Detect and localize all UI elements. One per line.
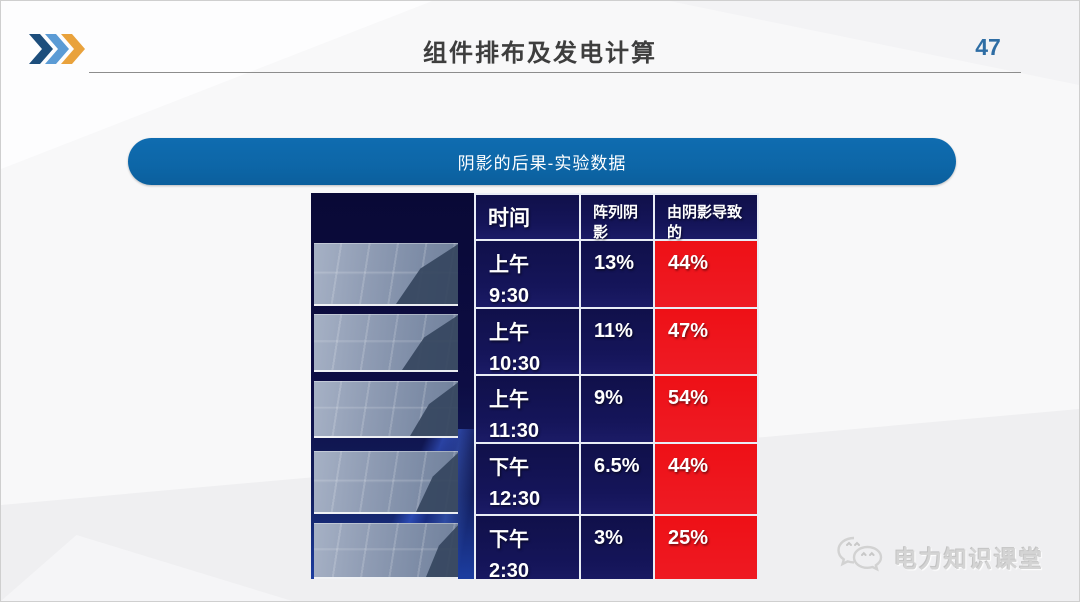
table-cell-time: 上午 10:30 [476, 309, 579, 375]
header-divider [89, 72, 1021, 73]
shading-data-table: 时间 阵列阴影 遮蔽 % 由阴影导致的 功率损失 上午 9:30 13% 44%… [474, 193, 759, 579]
table-cell-time: 下午 2:30 [476, 516, 579, 579]
column-header: 时间 [476, 195, 579, 239]
triple-chevron-icon [29, 34, 95, 69]
wechat-icon [835, 534, 887, 579]
experiment-media-frame: 时间 阵列阴影 遮蔽 % 由阴影导致的 功率损失 上午 9:30 13% 44%… [311, 193, 759, 579]
table-cell-shading: 13% [581, 241, 653, 307]
section-banner: 阴影的后果-实验数据 [128, 138, 956, 185]
table-cell-loss: 47% [655, 309, 757, 374]
page-title: 组件排布及发电计算 [423, 40, 657, 67]
table-cell-loss: 25% [655, 516, 757, 579]
table-cell-time: 上午 11:30 [476, 376, 579, 442]
solar-panel-photo [314, 243, 458, 306]
table-cell-shading: 6.5% [581, 444, 653, 514]
watermark-label: 电力知识课堂 [894, 545, 1044, 572]
solar-panel-photo [314, 451, 458, 514]
watermark: 电力知识课堂 [835, 534, 1044, 579]
table-cell-loss: 54% [655, 376, 757, 442]
solar-panel-photo [314, 523, 458, 579]
table-cell-loss: 44% [655, 444, 757, 514]
table-cell-shading: 11% [581, 309, 653, 374]
table-cell-shading: 9% [581, 376, 653, 442]
table-cell-time: 下午 12:30 [476, 444, 579, 514]
page-number: 47 [975, 34, 1001, 60]
section-banner-label: 阴影的后果-实验数据 [457, 154, 627, 173]
column-header-label: 阵列阴影 [593, 204, 639, 241]
column-header-label: 时间 [488, 207, 530, 230]
column-header: 阵列阴影 遮蔽 % [581, 195, 653, 260]
column-header-label: 由阴影导致的 [667, 204, 743, 241]
solar-panel-photo [314, 381, 458, 438]
table-cell-loss: 44% [655, 241, 757, 307]
column-header: 由阴影导致的 功率损失 [655, 195, 757, 260]
solar-panel-photo [314, 314, 458, 372]
table-cell-time: 上午 9:30 [476, 241, 579, 307]
table-cell-shading: 3% [581, 516, 653, 579]
